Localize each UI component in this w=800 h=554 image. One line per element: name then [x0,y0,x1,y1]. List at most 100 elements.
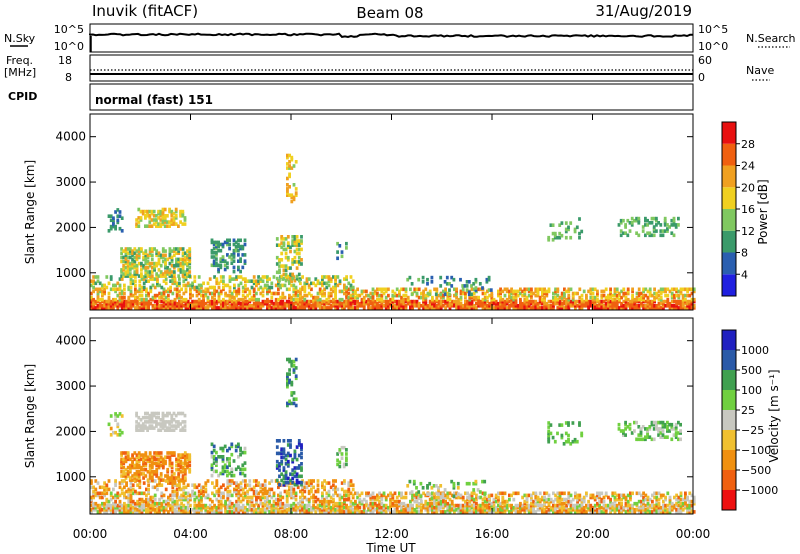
pw-cell [202,297,205,302]
pw-cell [580,306,584,310]
vl-cell [406,503,410,508]
pw-cell [532,301,535,306]
pw-cell [145,287,148,292]
pw-cell [384,304,388,308]
pw-cell [571,299,575,304]
pw-cell [690,287,694,292]
pw-cell [96,297,100,302]
vl-cell [389,510,392,514]
vl-cell [217,510,221,514]
pw-cell [120,274,123,278]
vl-cell [334,487,337,492]
vl-cell [202,503,205,508]
vl-cell [523,501,527,506]
pw-cell [160,304,164,308]
vl-cell [305,510,309,514]
vl-cell [140,508,144,512]
pw-cell [329,291,333,296]
pw-cell [571,291,575,296]
pw-cell [470,306,474,310]
vl-cell [175,459,178,464]
pw-cell [112,218,115,223]
vl-cell [329,508,333,512]
vl-cell [303,510,307,514]
vl-cell [574,510,577,514]
pw-cell [266,279,269,283]
pw-cell [224,291,227,296]
pw-cell [622,287,626,292]
pw-cell [323,291,326,296]
pw-cell [252,306,256,310]
pw-cell [334,289,337,294]
pw-cell [138,289,142,294]
pw-cell [303,299,307,304]
vl-cell [543,510,546,514]
vl-cell [602,505,606,510]
vl-cell [338,493,342,498]
pw-cell [172,249,176,253]
vl-cell [391,503,395,508]
pw-cell [356,299,359,304]
pw-cell [142,299,146,304]
vl-cell [576,493,579,498]
vl-cell [103,508,106,512]
vl-cell [642,510,645,514]
vl-cell [334,510,337,514]
pw-cell [163,220,167,224]
pw-cell [490,293,494,298]
pw-cell [543,297,546,302]
pw-cell [266,277,269,281]
pw-cell [541,291,544,296]
vl-cell [545,505,549,510]
pw-cell [371,291,375,296]
pw-cell [188,259,192,264]
vl-cell [673,495,676,500]
pw-cell [212,251,216,255]
vl-cell [459,503,463,508]
vl-cell [281,503,285,508]
pw-cell [118,283,122,288]
vl-cell [138,481,142,485]
vl-cell [642,497,645,502]
pw-cell [325,299,329,304]
pw-cell [129,285,133,290]
pw-cell [235,277,238,281]
vl-cell [497,510,500,514]
vl-cell [103,489,106,494]
pw-cell [459,306,463,310]
pw-cell [505,306,509,310]
pw-cell [293,255,297,260]
vl-cell [252,510,256,514]
pw-cell [692,306,696,310]
pw-cell [153,261,156,266]
pw-cell [297,262,301,266]
pw-cell [146,214,149,218]
pw-cell [151,277,155,281]
pw-cell [567,225,570,230]
pw-cell [282,237,286,241]
pw-cell [398,293,401,298]
vl-cell [153,503,157,508]
vl-cell [622,508,626,512]
pw-cell [464,291,467,296]
vl-cell [160,505,164,510]
vl-cell [349,510,353,514]
pw-cell [478,282,482,286]
vl-cell [314,505,318,510]
vl-cell [175,501,179,506]
pw-cell [334,291,337,296]
vl-cell [510,493,513,498]
pw-cell [417,304,421,308]
pw-cell [184,283,188,288]
vl-cell [655,510,659,514]
pw-cell [133,272,137,276]
pw-cell [252,275,256,279]
vl-cell [259,510,263,514]
pw-cell [286,235,290,239]
vl-cell [193,497,197,502]
pw-cell [180,295,183,300]
pw-cell [295,241,299,245]
vl-cell [345,503,348,508]
pw-cell [124,266,128,270]
pw-cell [410,292,414,297]
